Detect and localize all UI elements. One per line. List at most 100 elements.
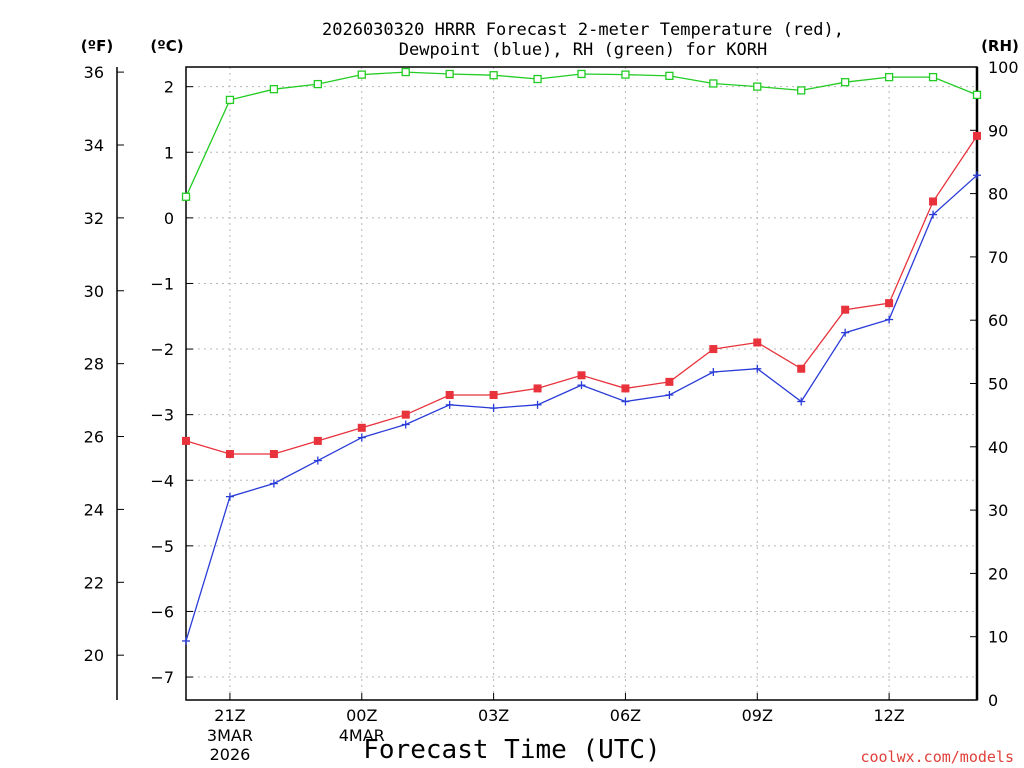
celsius-tick-label: −5 [150,537,174,556]
temperature-point [841,305,850,314]
rh-point [621,70,630,79]
rh-point [797,86,806,95]
dewpoint-point [577,381,586,390]
axes [116,66,979,701]
celsius-tick-label: −7 [150,668,174,687]
rh-tick-label: 80 [988,185,1008,204]
dewpoint-point [401,420,410,429]
dewpoint-point [885,315,894,324]
chart-title-line-2: Dewpoint (blue), RH (green) for KORH [399,40,767,60]
x-tick-label: 09Z [742,706,773,725]
x-tick-sublabel: 4MAR [339,726,385,745]
rh-tick-label: 30 [988,501,1008,520]
x-tick-label: 03Z [478,706,509,725]
celsius-tick-label: −6 [150,602,174,621]
celsius-tick-label: −4 [150,471,174,490]
dewpoint-point [841,328,850,337]
x-tick-label: 12Z [873,706,904,725]
series-group [181,67,982,645]
temperature-point [225,450,234,459]
temperature-point [401,410,410,419]
rh-point [225,95,235,105]
dewpoint-point [445,400,454,409]
temperature-point [489,390,498,399]
temperature-point [445,390,454,399]
rh-tick-label: 60 [988,311,1008,330]
series-temperature [182,131,981,459]
rh-point [533,74,542,84]
credit-link[interactable]: coolwx.com/models [860,748,1014,766]
rh-point [841,78,850,87]
temperature-point [929,197,938,206]
rh-point [972,90,982,100]
dewpoint-point [313,456,322,465]
fahrenheit-tick-label: 26 [84,428,104,447]
temperature-point [885,299,894,308]
x-tick-label: 06Z [610,706,641,725]
temperature-point [269,450,278,459]
fahrenheit-tick-label: 22 [84,573,104,592]
rh-point [709,79,718,88]
rh-tick-label: 20 [988,564,1008,583]
x-axis-title: Forecast Time (UTC) [363,735,660,765]
dewpoint-point [269,479,278,488]
series-rh [181,67,982,201]
fahrenheit-tick-label: 30 [84,282,104,301]
temperature-point [357,423,366,432]
dewpoint-point [665,390,674,399]
tick-labels: 363432302826242220210−1−2−3−4−5−6−701020… [84,58,1019,764]
rh-tick-label: 40 [988,438,1008,457]
x-tick-label: 21Z [214,706,245,725]
dewpoint-point [489,404,498,413]
dewpoint-point [929,210,938,219]
temperature-point [621,384,630,393]
dewpoint-point [621,397,630,406]
dewpoint-point [225,492,234,501]
rh-point [357,70,366,79]
temperature-point [973,131,981,140]
temperature-point [577,371,586,380]
dewpoint-point [797,397,806,406]
dewpoint-point [753,364,762,373]
rh-tick-label: 70 [988,248,1008,267]
x-tick-sublabel: 2026 [210,745,251,764]
dewpoint-line [185,174,978,642]
temperature-point [797,364,806,373]
rh-point [269,85,279,94]
rh-tick-label: 50 [988,375,1008,394]
fahrenheit-tick-label: 34 [84,136,104,155]
rh-point [884,72,894,82]
dewpoint-point [973,171,981,180]
x-tick-sublabel: 3MAR [207,726,253,745]
temperature-point [533,384,542,393]
temperature-point [709,345,718,354]
fahrenheit-tick-label: 28 [84,355,104,374]
rh-point [753,82,762,91]
celsius-tick-label: 1 [164,143,174,162]
series-dewpoint [182,171,981,645]
dewpoint-point [182,636,190,645]
rh-point [401,67,410,77]
fahrenheit-unit-label: (ºF) [81,37,113,55]
temperature-line [185,135,978,455]
fahrenheit-tick-label: 36 [84,63,104,82]
rh-tick-label: 10 [988,628,1008,647]
rh-tick-label: 0 [988,691,998,710]
rh-line [185,71,978,198]
rh-point [181,192,191,201]
celsius-unit-label: (ºC) [150,37,183,55]
rh-point [489,71,498,80]
celsius-tick-label: 2 [164,78,174,97]
fahrenheit-tick-label: 20 [84,646,104,665]
celsius-tick-label: −3 [150,406,174,425]
temperature-point [313,436,322,445]
rh-point [665,71,674,81]
rh-point [577,69,586,79]
rh-point [313,79,322,89]
celsius-tick-label: −2 [150,340,174,359]
temperature-point [665,377,674,386]
rh-tick-label: 100 [988,58,1019,77]
dewpoint-point [709,368,718,377]
temperature-point [182,436,190,445]
